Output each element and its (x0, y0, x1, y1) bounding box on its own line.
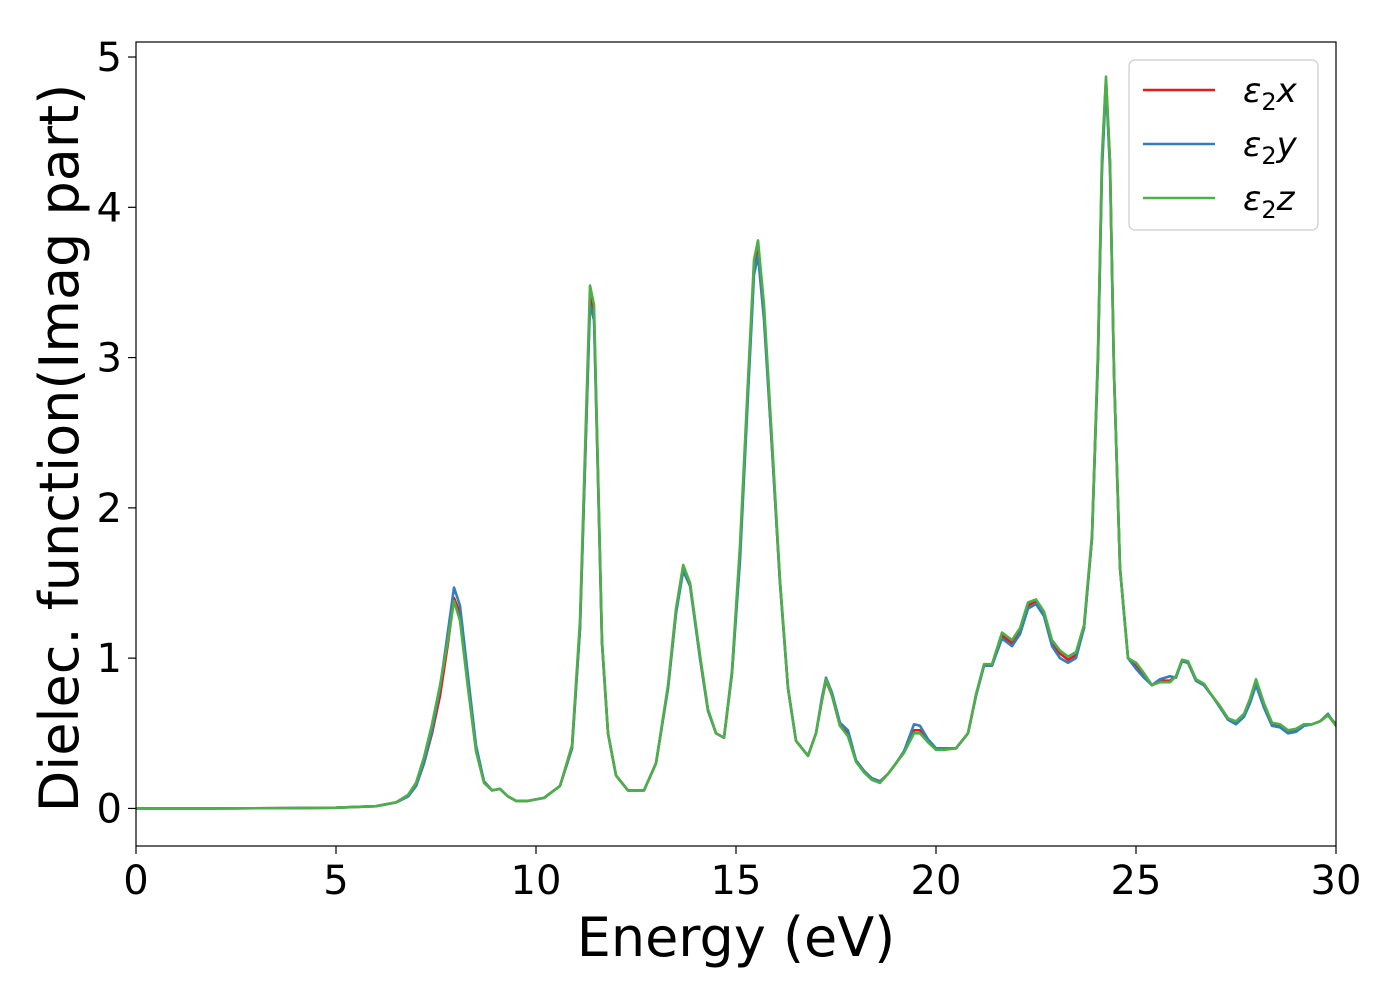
x-tick-label: 15 (711, 858, 762, 904)
x-tick-label: 20 (911, 858, 962, 904)
legend-label-y: ε2y (1243, 125, 1298, 170)
x-axis: 0 5 10 15 20 25 30 (123, 846, 1361, 904)
legend: ε2x ε2y ε2z (1128, 59, 1319, 231)
y-tick-label: 5 (97, 35, 122, 81)
x-tick-label: 5 (323, 858, 348, 904)
y-tick-label: 2 (97, 486, 122, 532)
series-line-z (136, 75, 1336, 810)
y-tick-label: 1 (97, 636, 122, 682)
legend-label-z: ε2z (1243, 179, 1296, 224)
y-axis: 0 1 2 3 4 5 (97, 35, 136, 832)
x-tick-label: 0 (123, 858, 148, 904)
y-axis-title: Dielec. function(Imag part) (28, 84, 91, 813)
x-tick-label: 30 (1311, 858, 1362, 904)
plot-area (136, 75, 1336, 810)
y-tick-label: 0 (97, 786, 122, 832)
y-tick-label: 3 (97, 336, 122, 382)
x-tick-label: 25 (1111, 858, 1162, 904)
x-axis-title: Energy (eV) (577, 906, 896, 969)
x-tick-label: 10 (511, 858, 562, 904)
legend-box (1128, 59, 1319, 231)
y-tick-label: 4 (97, 185, 122, 231)
legend-label-x: ε2x (1243, 71, 1298, 116)
